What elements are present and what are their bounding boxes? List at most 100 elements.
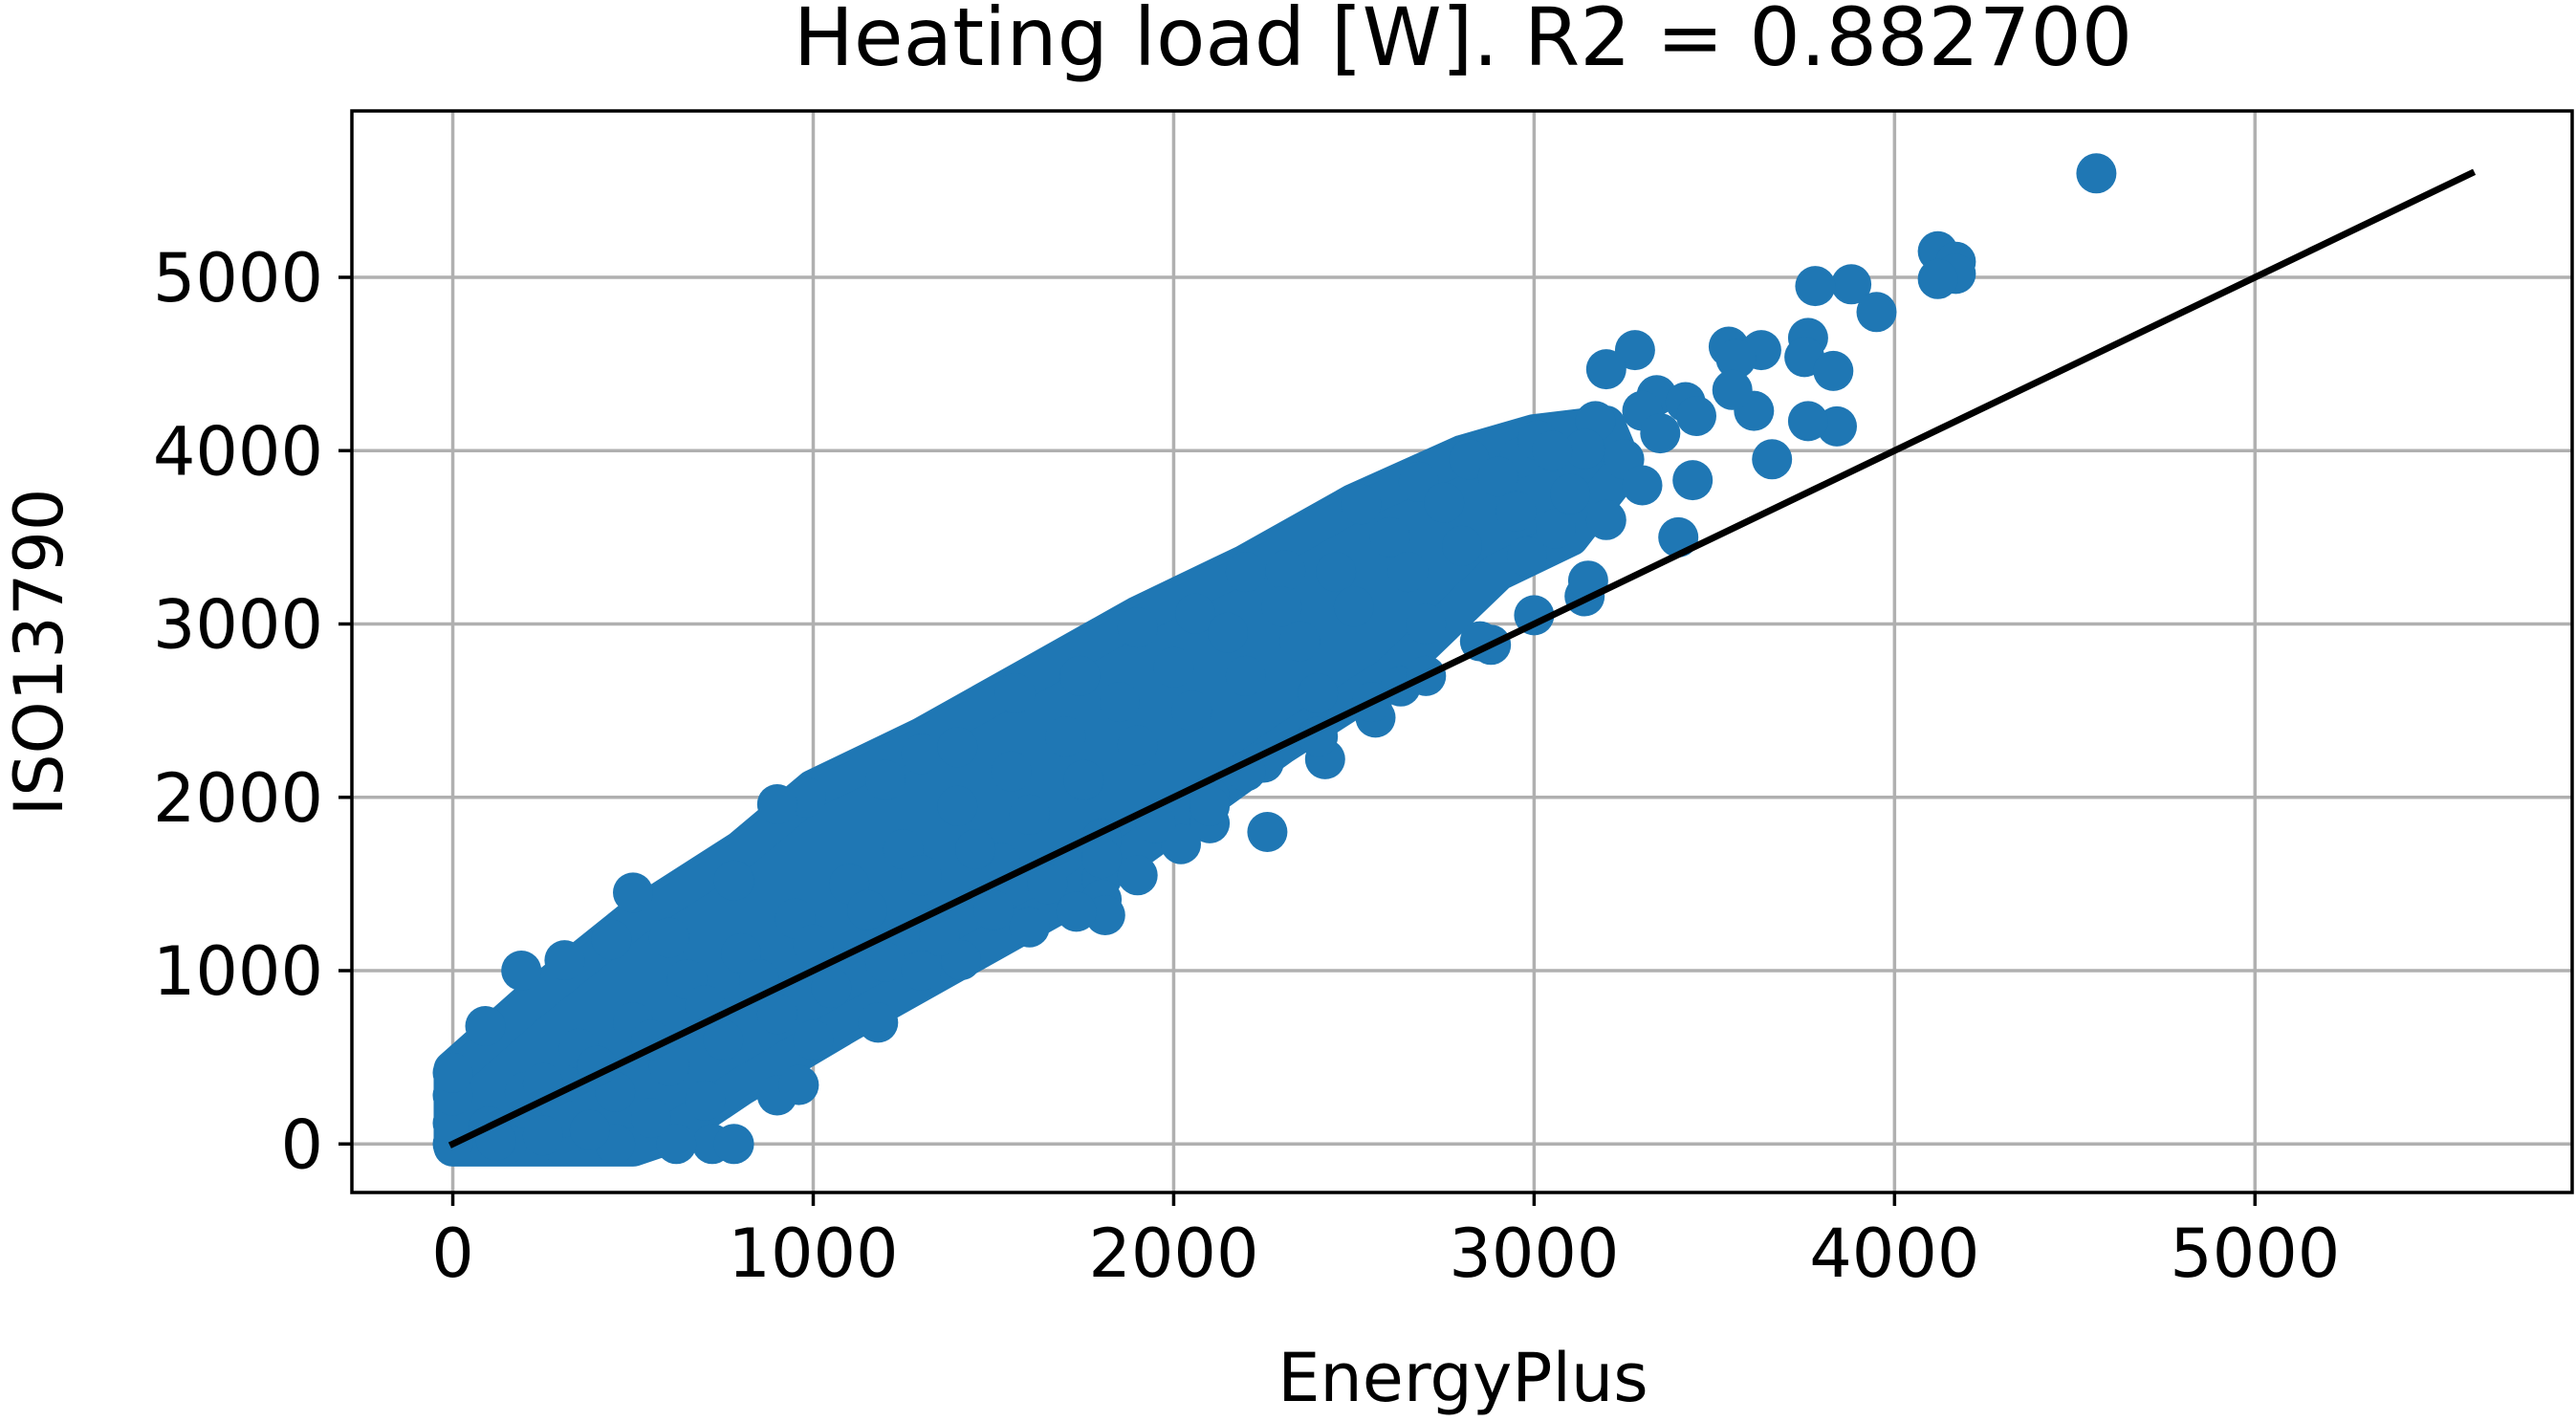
data-point [1752,439,1793,480]
axis-ticks [338,275,2258,1206]
data-point [994,673,1036,713]
data-point [1056,891,1097,932]
data-point [1406,603,1447,645]
data-point [901,855,942,896]
data-point [1063,759,1104,800]
data-point [1917,258,1958,299]
data-point [1225,655,1266,696]
data-point [1171,690,1212,732]
data-point [1614,330,1655,371]
data-point [1279,621,1321,662]
data-point [1117,725,1158,766]
y-tick-label: 1000 [153,932,323,1011]
data-point [793,924,834,965]
data-point [1477,456,1518,497]
y-axis-label: ISO13790 [0,489,78,817]
data-point [1225,552,1266,593]
data-point [756,784,797,824]
data-point [1831,264,1872,305]
data-point [501,951,542,991]
data-point [1009,907,1050,948]
data-point [1564,428,1605,470]
data-point [1449,439,1490,480]
data-point [1081,838,1123,879]
data-point [1247,812,1288,852]
data-point [901,733,942,775]
data-point [1027,864,1068,905]
data-point [1208,612,1248,653]
data-point [1712,369,1753,410]
data-point [1117,607,1158,648]
data-point [1532,430,1573,471]
data-point [1715,339,1757,380]
data-point [955,829,996,870]
x-tick-label: 5000 [2170,1214,2340,1293]
data-point [1787,401,1828,442]
data-point [648,917,689,958]
reference-line [448,168,2477,1149]
y-tick-label: 4000 [153,412,323,491]
data-point [1387,552,1429,593]
data-point [432,1052,473,1093]
data-point [1316,552,1357,593]
data-point [1099,682,1140,723]
data-point [569,1109,610,1150]
data-point [613,872,653,913]
data-point [1117,855,1158,896]
data-point [1333,586,1374,627]
data-point [864,759,906,800]
data-point [901,951,942,991]
data-point [991,751,1032,792]
data-point [1550,473,1591,514]
data-points [432,153,2117,1167]
data-point [1190,785,1231,826]
x-tick-label: 2000 [1088,1214,1258,1293]
data-point [1265,550,1306,591]
data-point [432,1103,473,1144]
data-point [1585,499,1626,540]
data-point [847,889,887,930]
data-point [465,1006,506,1046]
data-point [1585,349,1626,390]
y-tick-label: 5000 [153,239,323,317]
y-tick-label: 2000 [153,759,323,838]
data-point [1424,482,1465,523]
data-point [544,940,585,981]
data-point [1341,484,1382,525]
data-point [811,968,852,1009]
data-point [778,1064,819,1105]
data-point [685,1080,726,1121]
data-point [973,889,1014,930]
data-point [656,1124,697,1165]
data-point [1495,491,1537,532]
data-point [919,915,960,956]
x-tick-label: 0 [431,1214,474,1293]
plot-frame [350,109,2574,1194]
data-point [1856,292,1897,333]
data-point [1813,350,1854,391]
data-point [713,1124,754,1165]
data-point [591,919,632,960]
data-point [793,1019,834,1061]
data-point [1506,536,1547,577]
x-tick-label: 1000 [728,1214,898,1293]
data-point [1298,673,1339,713]
data-point [756,994,797,1035]
data-point [937,785,978,826]
x-tick-label: 3000 [1449,1214,1619,1293]
data-point [864,941,906,982]
data-point [1676,396,1716,436]
y-tick-label: 3000 [153,586,323,665]
data-point [522,1115,563,1156]
data-point [2076,153,2117,194]
data-point [1045,716,1086,757]
data-point [937,727,978,768]
data-point [1175,593,1216,634]
data-point [703,1019,744,1061]
data-point [1795,266,1836,307]
data-point [1622,465,1663,506]
data-point [1153,646,1194,688]
data-point [1369,516,1410,558]
data-point [630,1098,671,1139]
